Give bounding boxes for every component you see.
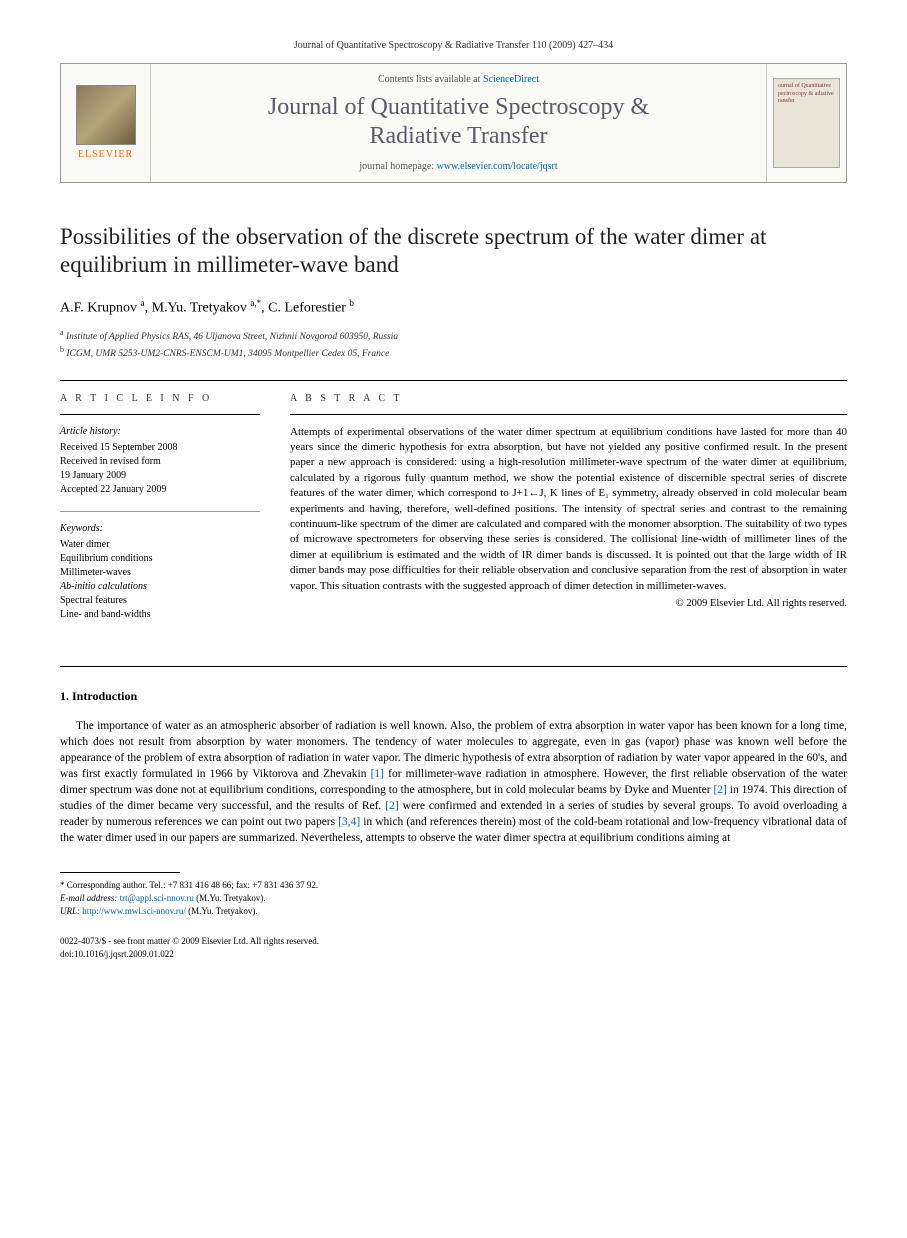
keywords-heading: Keywords: <box>60 522 260 536</box>
journal-title-line1: Journal of Quantitative Spectroscopy & <box>268 94 649 120</box>
keyword: Line- and band-widths <box>60 608 260 622</box>
contents-available-line: Contents lists available at ScienceDirec… <box>171 74 746 85</box>
intro-paragraph-1: The importance of water as an atmospheri… <box>60 718 847 847</box>
homepage-link[interactable]: www.elsevier.com/locate/jqsrt <box>437 161 558 172</box>
authors-line: A.F. Krupnov a, M.Yu. Tretyakov a,*, C. … <box>60 298 847 317</box>
url-line: URL: http://www.mwl.sci-nnov.ru/ (M.Yu. … <box>60 905 847 918</box>
contents-prefix: Contents lists available at <box>378 74 483 85</box>
info-abstract-row: A R T I C L E I N F O Article history: R… <box>60 393 847 636</box>
info-divider <box>60 414 260 415</box>
history-line: Accepted 22 January 2009 <box>60 483 260 497</box>
ref-link-2[interactable]: [2] <box>713 784 726 796</box>
affiliations: a Institute of Applied Physics RAS, 46 U… <box>60 327 847 362</box>
footnotes: * Corresponding author. Tel.: +7 831 416… <box>60 879 847 917</box>
article-info-label: A R T I C L E I N F O <box>60 393 260 404</box>
homepage-line: journal homepage: www.elsevier.com/locat… <box>171 161 746 172</box>
info-divider <box>60 511 260 512</box>
corresponding-author: * Corresponding author. Tel.: +7 831 416… <box>60 879 847 892</box>
affiliation-a: a Institute of Applied Physics RAS, 46 U… <box>60 327 847 344</box>
email-suffix: (M.Yu. Tretyakov). <box>194 893 266 903</box>
footer-block: 0022-4073/$ - see front matter © 2009 El… <box>60 935 847 960</box>
url-label: URL: <box>60 906 82 916</box>
email-line: E-mail address: trt@appl.sci-nnov.ru (M.… <box>60 892 847 905</box>
keywords-block: Keywords: Water dimer Equilibrium condit… <box>60 522 260 622</box>
ref-link-1[interactable]: [1] <box>371 768 384 780</box>
history-line: Received in revised form <box>60 455 260 469</box>
history-line: Received 15 September 2008 <box>60 441 260 455</box>
divider <box>60 380 847 381</box>
article-history: Article history: Received 15 September 2… <box>60 425 260 497</box>
homepage-prefix: journal homepage: <box>359 161 436 172</box>
doi-line: doi:10.1016/j.jqsrt.2009.01.022 <box>60 948 847 961</box>
journal-title-line2: Radiative Transfer <box>370 123 548 149</box>
abstract-col: A B S T R A C T Attempts of experimental… <box>290 393 847 636</box>
elsevier-logo: ELSEVIER <box>61 64 151 182</box>
elsevier-tree-icon <box>76 85 136 145</box>
journal-header-box: ELSEVIER Contents lists available at Sci… <box>60 63 847 183</box>
history-heading: Article history: <box>60 425 260 439</box>
abstract-copyright: © 2009 Elsevier Ltd. All rights reserved… <box>290 598 847 609</box>
url-suffix: (M.Yu. Tretyakov). <box>186 906 258 916</box>
sciencedirect-link[interactable]: ScienceDirect <box>483 74 539 85</box>
journal-title: Journal of Quantitative Spectroscopy & R… <box>171 93 746 151</box>
article-info-col: A R T I C L E I N F O Article history: R… <box>60 393 260 636</box>
history-line: 19 January 2009 <box>60 469 260 483</box>
issn-line: 0022-4073/$ - see front matter © 2009 El… <box>60 935 847 948</box>
abstract-label: A B S T R A C T <box>290 393 847 404</box>
keyword: Water dimer <box>60 538 260 552</box>
cover-thumb-text: ournal of Quantitative pectroscopy & adi… <box>773 78 840 168</box>
body-divider <box>60 666 847 667</box>
abstract-text: Attempts of experimental observations of… <box>290 425 847 594</box>
affiliation-b: b ICGM, UMR 5253-UM2-CNRS-ENSCM-UM1, 340… <box>60 344 847 361</box>
email-label: E-mail address: <box>60 893 120 903</box>
citation-header: Journal of Quantitative Spectroscopy & R… <box>60 40 847 51</box>
footnote-divider <box>60 872 180 873</box>
journal-cover-thumb: ournal of Quantitative pectroscopy & adi… <box>766 64 846 182</box>
email-link[interactable]: trt@appl.sci-nnov.ru <box>120 893 194 903</box>
ref-link-2b[interactable]: [2] <box>385 800 398 812</box>
url-link[interactable]: http://www.mwl.sci-nnov.ru/ <box>82 906 186 916</box>
keyword: Spectral features <box>60 594 260 608</box>
keyword: Ab-initio calculations <box>60 580 260 594</box>
keyword: Equilibrium conditions <box>60 552 260 566</box>
abstract-divider <box>290 414 847 415</box>
keyword: Millimeter-waves <box>60 566 260 580</box>
header-center: Contents lists available at ScienceDirec… <box>151 64 766 182</box>
ref-link-34[interactable]: [3,4] <box>338 816 360 828</box>
article-title: Possibilities of the observation of the … <box>60 223 847 281</box>
section-1-heading: 1. Introduction <box>60 689 847 704</box>
elsevier-label: ELSEVIER <box>78 149 133 160</box>
